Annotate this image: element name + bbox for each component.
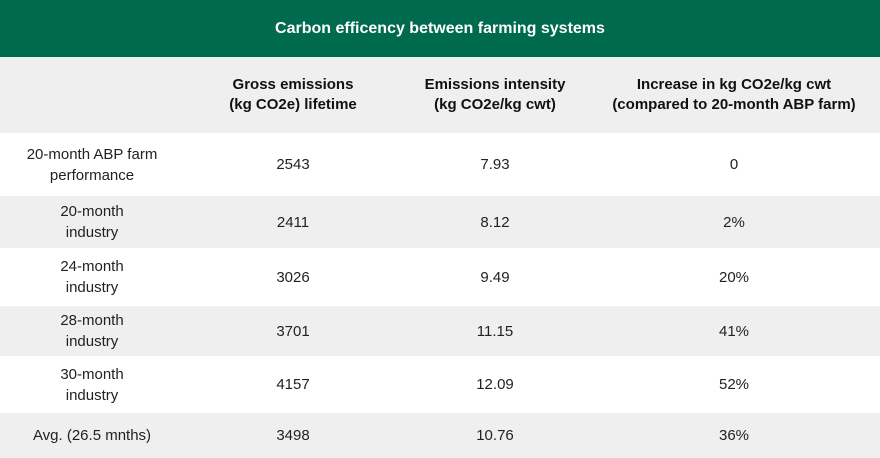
gross-emissions-cell: 3498 — [276, 427, 310, 444]
gross-emissions-cell: 4157 — [276, 376, 310, 393]
table-row: 28-month industry 3701 11.15 41% — [0, 306, 880, 356]
table-row: Avg. (26.5 mnths) 3498 10.76 36% — [0, 413, 880, 458]
gross-emissions-cell: 2543 — [276, 156, 310, 173]
row-label: 30-month industry — [60, 365, 124, 404]
emissions-intensity-cell: 9.49 — [480, 268, 510, 286]
increase-cell: 0 — [729, 156, 739, 173]
table-row: 20-month industry 2411 8.12 2% — [0, 196, 880, 248]
row-label: Avg. (26.5 mnths) — [32, 427, 152, 444]
row-label: 24-month industry — [60, 258, 124, 296]
emissions-table: Gross emissions (kg CO2e) lifetime Emiss… — [0, 57, 880, 458]
increase-cell: 41% — [718, 322, 750, 340]
table-row: 24-month industry 3026 9.49 20% — [0, 248, 880, 306]
header-increase: Increase in kg CO2e/kg cwt (compared to … — [612, 76, 856, 113]
emissions-intensity-cell: 8.12 — [480, 213, 510, 231]
increase-cell: 2% — [723, 213, 745, 231]
increase-cell: 36% — [718, 427, 750, 444]
table-header-row: Gross emissions (kg CO2e) lifetime Emiss… — [0, 57, 880, 133]
gross-emissions-cell: 3701 — [276, 322, 310, 340]
row-label: 20-month ABP farm performance — [26, 145, 158, 184]
table-row: 20-month ABP farm performance 2543 7.93 0 — [0, 133, 880, 196]
header-emissions-intensity: Emissions intensity (kg CO2e/kg cwt) — [424, 76, 566, 113]
header-gross-emissions: Gross emissions (kg CO2e) lifetime — [229, 76, 357, 113]
increase-cell: 52% — [718, 376, 750, 393]
table-title-bar: Carbon efficency between farming systems — [0, 0, 880, 57]
gross-emissions-cell: 2411 — [276, 213, 310, 231]
table-row: 30-month industry 4157 12.09 52% — [0, 356, 880, 413]
emissions-intensity-cell: 11.15 — [476, 322, 514, 340]
gross-emissions-cell: 3026 — [276, 268, 310, 286]
emissions-intensity-cell: 10.76 — [476, 427, 514, 444]
emissions-intensity-cell: 12.09 — [476, 376, 514, 393]
increase-cell: 20% — [718, 268, 750, 286]
row-label: 28-month industry — [60, 312, 124, 350]
table-title: Carbon efficency between farming systems — [275, 19, 605, 37]
header-empty — [0, 57, 184, 133]
emissions-intensity-cell: 7.93 — [480, 156, 510, 173]
row-label: 20-month industry — [60, 203, 124, 241]
